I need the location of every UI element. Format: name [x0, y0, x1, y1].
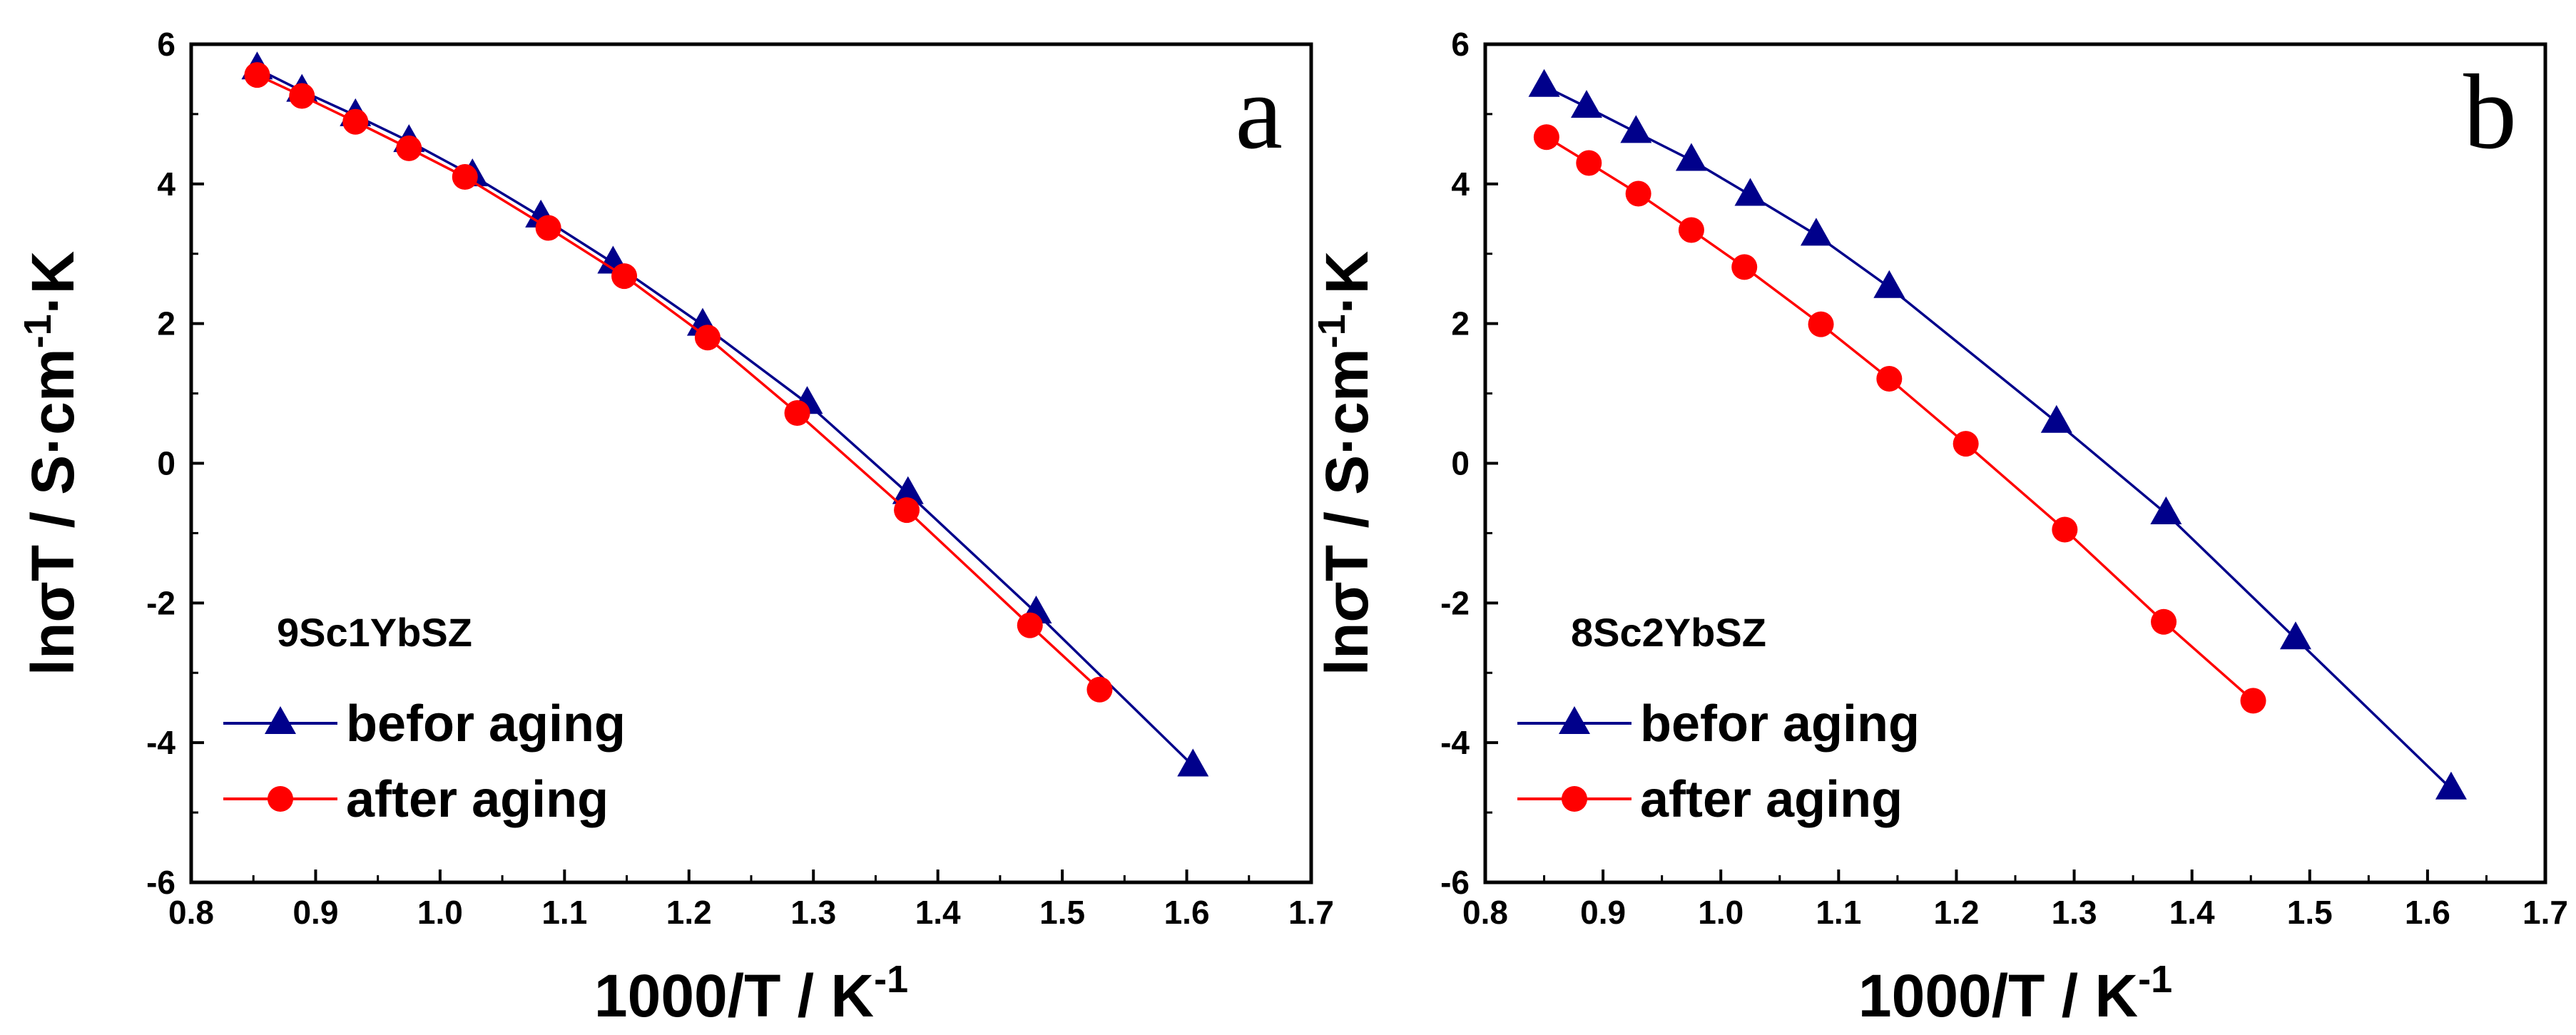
x-tick-label: 1.6	[1164, 894, 1210, 931]
x-tick-label: 1.3	[2052, 894, 2097, 931]
data-point-circle	[2240, 688, 2266, 714]
data-point-triangle	[1675, 143, 1707, 171]
data-point-circle	[452, 164, 478, 190]
y-tick-label: 0	[157, 445, 175, 482]
data-point-circle	[535, 215, 561, 241]
data-point-triangle	[1177, 748, 1209, 777]
x-tick-label: 0.9	[1580, 894, 1626, 931]
y-tick-label: -4	[1440, 724, 1470, 761]
x-tick-label: 1.0	[1698, 894, 1743, 931]
x-tick-label: 1.4	[915, 894, 961, 931]
plot-frame	[1483, 42, 2547, 884]
y-tick-label: -2	[146, 584, 175, 621]
data-point-circle	[1017, 612, 1043, 638]
data-point-triangle	[2279, 621, 2311, 650]
x-tick-label: 1.0	[417, 894, 463, 931]
y-tick-label: 2	[157, 305, 175, 342]
data-point-triangle	[1734, 178, 1766, 206]
data-point-triangle	[2040, 404, 2072, 433]
x-tick-label: 1.6	[2405, 894, 2450, 931]
data-point-circle	[1731, 254, 1758, 280]
data-point-circle	[2151, 608, 2177, 635]
data-point-triangle	[2435, 771, 2467, 800]
legend-label: befor aging	[346, 695, 626, 753]
panel-letter: a	[1235, 53, 1283, 171]
sample-label: 8Sc2YbSZ	[1571, 610, 1766, 655]
data-point-triangle	[1528, 68, 1560, 97]
x-tick-label: 1.7	[2522, 894, 2568, 931]
x-tick-label: 0.8	[168, 894, 214, 931]
x-tick-label: 1.4	[2169, 894, 2215, 931]
sample-label: 9Sc1YbSZ	[277, 610, 472, 655]
legend-marker-circle	[1562, 786, 1587, 812]
data-point-circle	[611, 263, 638, 290]
data-point-circle	[894, 497, 920, 524]
y-axis-label: lnσT / S·cm-1·K	[1310, 251, 1380, 676]
y-tick-label: 2	[1451, 305, 1470, 342]
y-tick-label: 4	[157, 165, 175, 203]
legend-label: after aging	[1640, 771, 1903, 828]
data-point-circle	[694, 325, 721, 351]
legend-marker-triangle	[1559, 706, 1590, 734]
panel-b: 0.8 0.9 1.0 1.1 1.2 1.3 1.4 1.5 1.6 1.7 -6 -4 -2 0 2 4 6…	[1310, 26, 2568, 1029]
x-tick-label: 0.9	[292, 894, 338, 931]
x-tick-label: 1.2	[1933, 894, 1979, 931]
data-point-triangle	[2150, 496, 2182, 524]
x-tick-label: 1.2	[666, 894, 712, 931]
series-line	[1543, 85, 2453, 790]
y-tick-label: 4	[1451, 165, 1470, 203]
data-point-circle	[1808, 311, 1834, 337]
series-line	[256, 67, 1194, 767]
y-tick-label: -4	[146, 724, 175, 761]
x-tick-label: 1.1	[541, 894, 587, 931]
data-point-triangle	[1620, 115, 1652, 143]
data-point-circle	[1625, 180, 1651, 207]
series-line	[256, 73, 1101, 691]
data-point-circle	[1576, 150, 1602, 176]
x-tick-label: 1.1	[1816, 894, 1861, 931]
x-tick-label: 1.3	[790, 894, 836, 931]
y-tick-label: -6	[1440, 864, 1470, 901]
data-point-triangle	[1570, 90, 1602, 118]
data-point-circle	[1086, 676, 1113, 703]
data-point-triangle	[892, 476, 924, 504]
data-point-circle	[784, 400, 810, 426]
data-point-circle	[1876, 366, 1903, 392]
y-axis-label: lnσT / S·cm-1·K	[16, 251, 86, 676]
panel-a: 0.8 0.9 1.0 1.1 1.2 1.3 1.4 1.5 1.6 1.7 -6 -4 -2 0 2 4 6…	[16, 26, 1334, 1029]
data-point-circle	[396, 135, 422, 161]
x-tick-label: 1.5	[2287, 894, 2333, 931]
data-point-triangle	[1800, 218, 1832, 246]
data-point-circle	[1678, 217, 1704, 243]
y-tick-label: -6	[146, 864, 175, 901]
legend-label: befor aging	[1640, 695, 1920, 753]
data-point-circle	[1953, 431, 1979, 457]
data-point-circle	[289, 83, 315, 109]
data-point-circle	[2052, 516, 2078, 543]
x-axis-label: 1000/T / K-1	[594, 958, 908, 1029]
y-tick-label: -2	[1440, 584, 1470, 621]
legend-label: after aging	[346, 771, 609, 828]
x-axis-label: 1000/T / K-1	[1858, 958, 2172, 1029]
plot-frame	[189, 42, 1313, 884]
panel-letter: b	[2463, 53, 2517, 171]
legend-marker-triangle	[265, 706, 296, 734]
y-tick-label: 0	[1451, 445, 1470, 482]
data-point-circle	[244, 62, 270, 88]
data-point-triangle	[1873, 270, 1905, 298]
data-point-circle	[1533, 124, 1559, 151]
legend-marker-circle	[268, 786, 293, 812]
y-tick-label: 6	[1451, 26, 1470, 63]
x-tick-label: 1.7	[1288, 894, 1334, 931]
x-tick-label: 1.5	[1039, 894, 1085, 931]
y-tick-label: 6	[157, 26, 175, 63]
x-tick-label: 0.8	[1462, 894, 1508, 931]
data-point-circle	[342, 108, 369, 135]
